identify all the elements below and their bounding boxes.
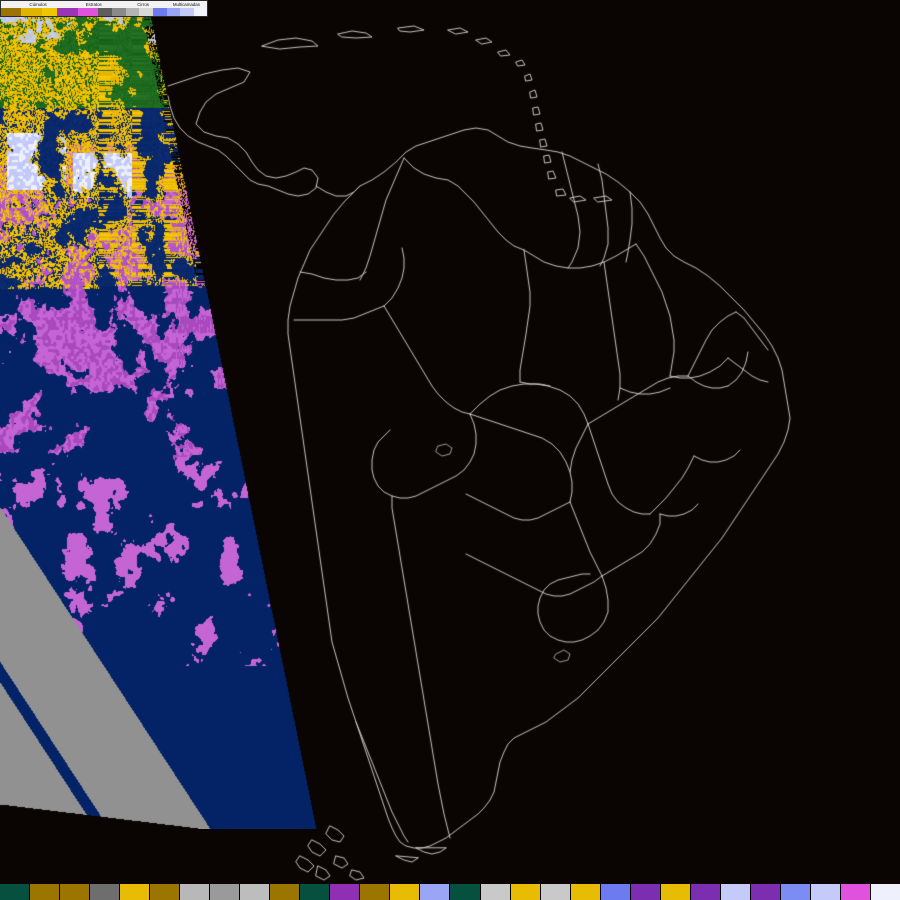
legend-label-1: Estratos bbox=[85, 2, 102, 7]
legend-label-3: Multicamadas bbox=[172, 2, 200, 7]
legend-stratus-magenta bbox=[77, 8, 99, 16]
swatch-blue-1 bbox=[600, 884, 631, 900]
legend-label-row: Cúmulos Estratos Cirros Multicamadas bbox=[1, 1, 207, 9]
swatch-ltgray-1 bbox=[180, 884, 211, 900]
legend-cirrus-dark-gray bbox=[98, 8, 112, 16]
swatch-olive-1 bbox=[30, 884, 61, 900]
cloud-type-legend: Cúmulos Estratos Cirros Multicamadas bbox=[0, 0, 208, 17]
legend-cirrus-pale-gray bbox=[139, 8, 154, 16]
swatch-gold-1 bbox=[120, 884, 151, 900]
satellite-cloud-swath bbox=[0, 14, 330, 829]
swatch-purple-2 bbox=[630, 884, 661, 900]
swatch-lavender-2 bbox=[810, 884, 841, 900]
legend-multilayer-lavender bbox=[180, 8, 194, 16]
legend-multilayer-periwinkle bbox=[166, 8, 181, 16]
category-color-strip bbox=[0, 884, 900, 900]
swatch-purple-1 bbox=[330, 884, 361, 900]
swatch-teal-1 bbox=[0, 884, 31, 900]
swatch-blue-2 bbox=[780, 884, 811, 900]
legend-multilayer-white bbox=[193, 8, 207, 16]
swatch-lavender-1 bbox=[720, 884, 751, 900]
legend-cirrus-gray bbox=[111, 8, 126, 16]
swatch-ltgray-4 bbox=[540, 884, 571, 900]
swatch-gray-1 bbox=[90, 884, 121, 900]
swatch-olive-3 bbox=[150, 884, 181, 900]
legend-multilayer-blue bbox=[153, 8, 167, 16]
swatch-gold-3 bbox=[510, 884, 541, 900]
swatch-ltgray-3 bbox=[480, 884, 511, 900]
swatch-gold-5 bbox=[660, 884, 691, 900]
swatch-gold-4 bbox=[570, 884, 601, 900]
legend-stratus-purple bbox=[57, 8, 78, 16]
swatch-teal-3 bbox=[450, 884, 481, 900]
swatch-purple-4 bbox=[750, 884, 781, 900]
legend-swatch-row bbox=[1, 8, 207, 16]
swatch-gold-2 bbox=[390, 884, 421, 900]
swatch-teal-2 bbox=[300, 884, 331, 900]
swatch-ltgray-2 bbox=[240, 884, 271, 900]
swatch-periwinkle-1 bbox=[420, 884, 451, 900]
swatch-olive-2 bbox=[60, 884, 91, 900]
legend-label-0: Cúmulos bbox=[29, 2, 47, 7]
swatch-gray-2 bbox=[210, 884, 241, 900]
legend-cumulus-gold bbox=[21, 8, 42, 16]
swatch-olive-4 bbox=[270, 884, 301, 900]
legend-label-2: Cirros bbox=[137, 2, 149, 7]
swatch-magenta-1 bbox=[840, 884, 871, 900]
swatch-white-1 bbox=[870, 884, 900, 900]
legend-cumulus-bright-gold bbox=[41, 8, 58, 16]
legend-cumulus-dark-gold bbox=[1, 8, 22, 16]
swatch-purple-3 bbox=[690, 884, 721, 900]
legend-cirrus-light-gray bbox=[125, 8, 140, 16]
swath-raster bbox=[0, 14, 330, 829]
swatch-olive-5 bbox=[360, 884, 391, 900]
